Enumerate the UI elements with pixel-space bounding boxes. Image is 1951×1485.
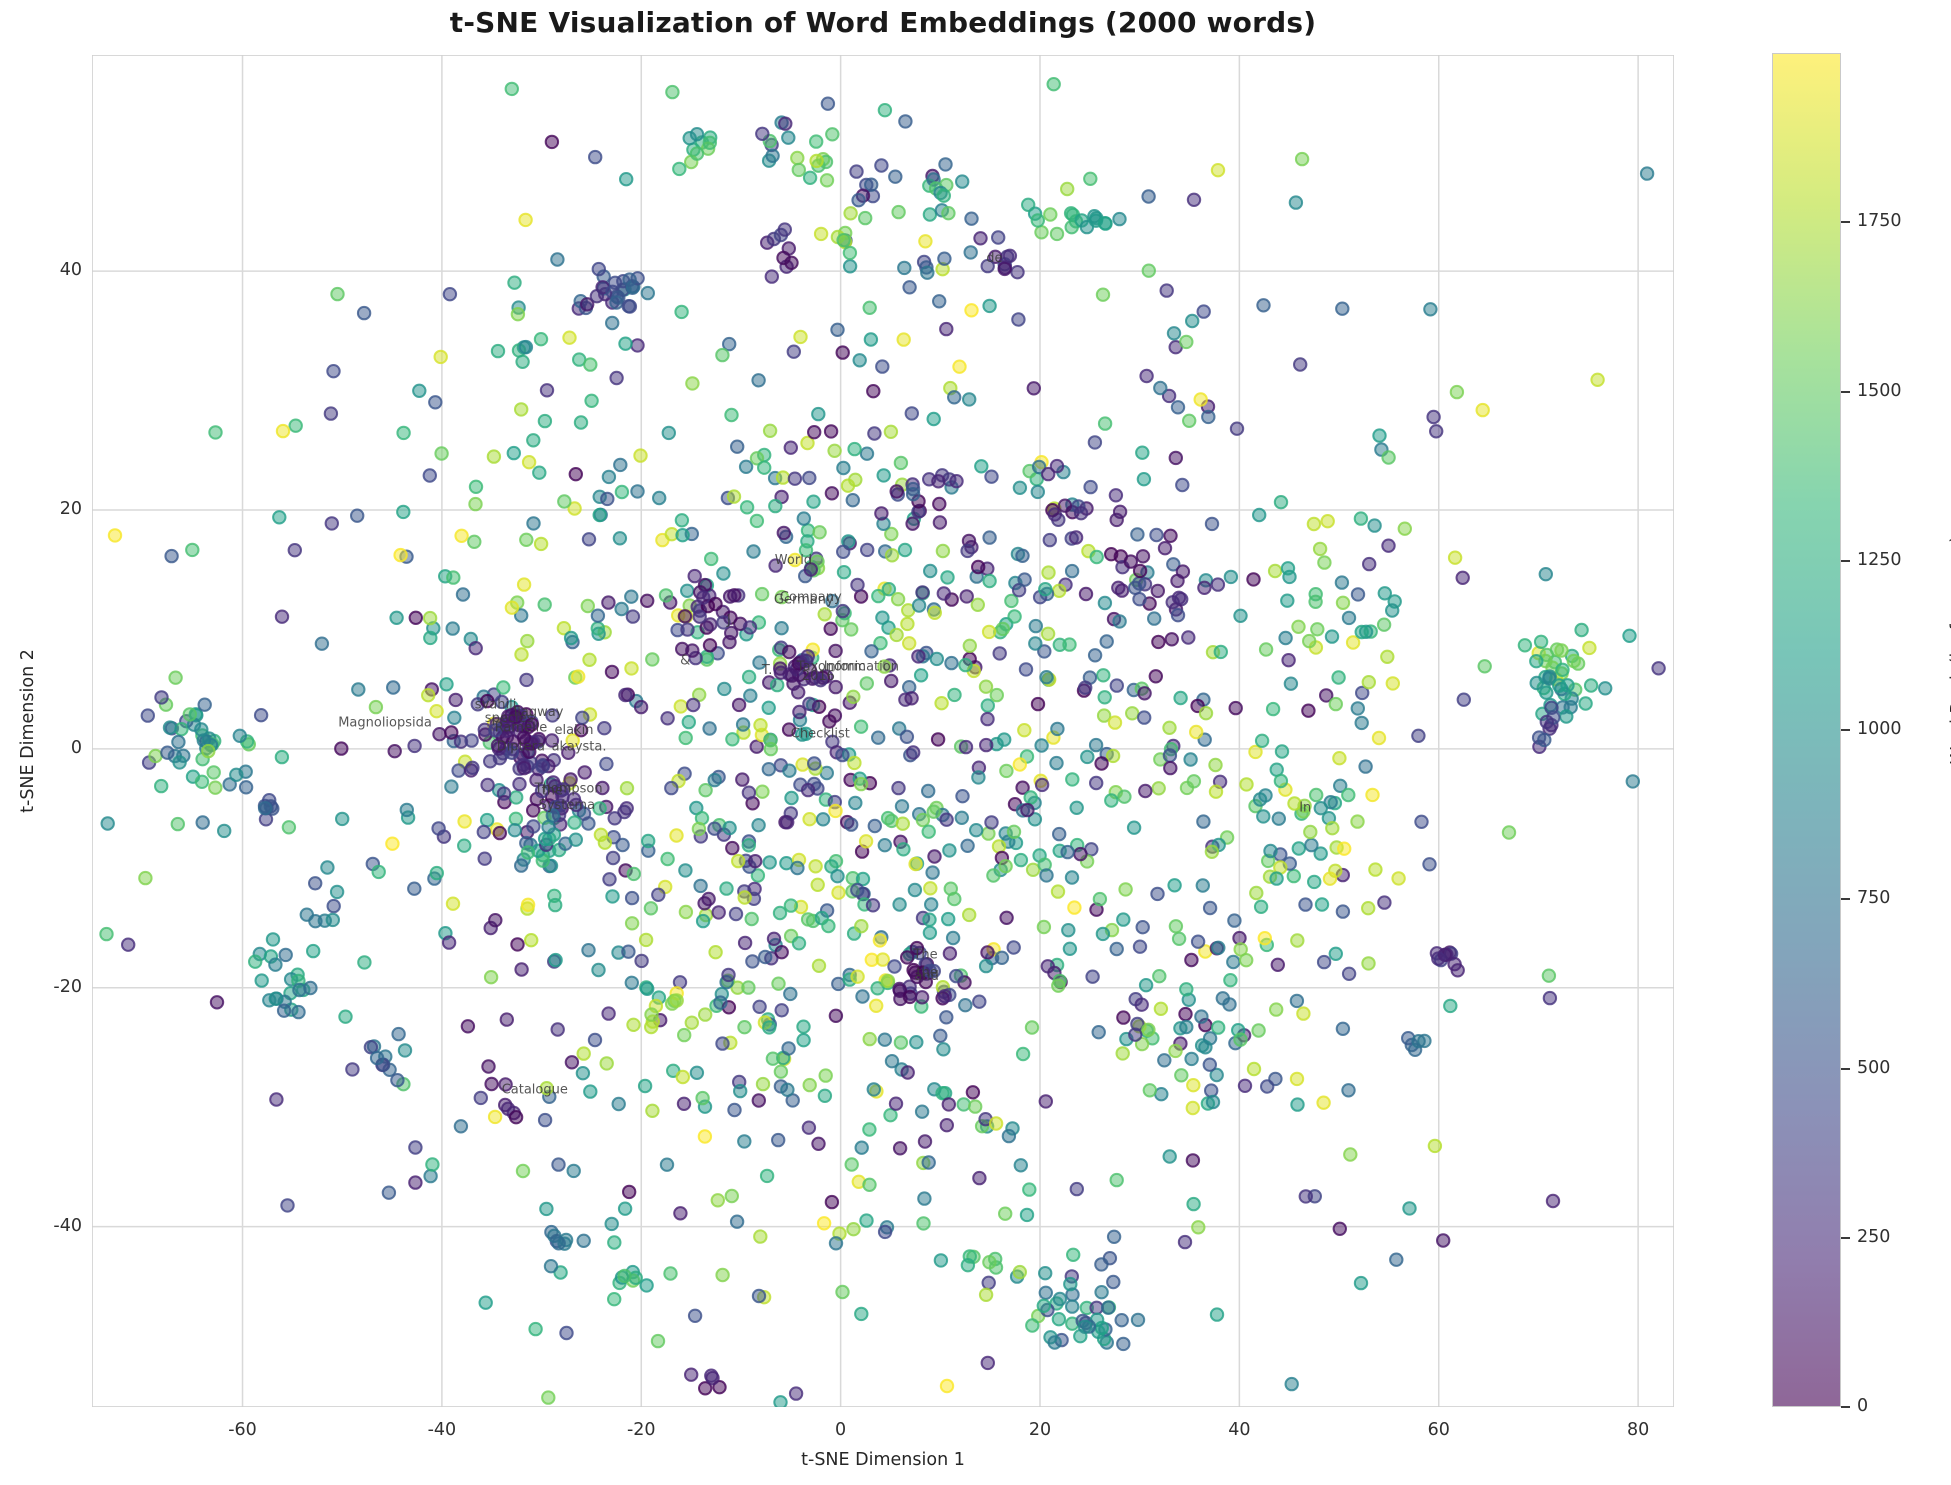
colorbar-tick-label: 500 xyxy=(1857,1057,1891,1078)
x-axis-label: t-SNE Dimension 1 xyxy=(801,1450,965,1470)
colorbar-tick-mark xyxy=(1841,559,1850,562)
scatter-points xyxy=(99,77,1666,1407)
annotation-label: svahili xyxy=(475,698,517,713)
y-tick-label: -40 xyxy=(53,1215,82,1236)
annotation-label: Information xyxy=(824,660,899,675)
plot-area: World Company Germany J. & T. Taxonomic Informa… xyxy=(92,55,1674,1407)
colorbar-tick-mark xyxy=(1841,729,1850,731)
chart-title: t-SNE Visualization of Word Embeddings (… xyxy=(449,6,1317,39)
x-tick-label: -40 xyxy=(427,1420,457,1440)
annotation-label: Checklist xyxy=(791,726,850,741)
y-tick-label: 40 xyxy=(59,260,82,281)
colorbar-tick-mark xyxy=(1841,221,1850,224)
x-tick-label: 40 xyxy=(1228,1420,1251,1440)
annotation-label: species xyxy=(485,711,534,726)
annotation-label: akaysta. xyxy=(552,740,607,755)
y-tick-label: 0 xyxy=(70,737,82,758)
annotation-label: T. xyxy=(761,663,773,678)
x-tick-label: 60 xyxy=(1427,1420,1450,1440)
colorbar xyxy=(1772,53,1841,1407)
annotation-label: Systema xyxy=(539,798,595,813)
x-tick-label: -20 xyxy=(626,1420,656,1440)
annotation-label: J. xyxy=(726,613,735,628)
annotation-label: Diptera xyxy=(497,740,545,755)
colorbar-tick-label: 1250 xyxy=(1857,549,1902,570)
gridlines xyxy=(92,55,1674,1407)
annotation-label: The xyxy=(912,947,937,962)
colorbar-tick-label: 1750 xyxy=(1857,211,1902,232)
y-tick-label: 20 xyxy=(59,499,82,520)
annotation-label: llagway xyxy=(514,705,564,720)
colorbar-tick-label: 0 xyxy=(1857,1396,1869,1416)
annotation-label: Thompson xyxy=(534,781,603,796)
annotation-label: and xyxy=(914,969,938,984)
annotation-label: de xyxy=(986,251,1002,266)
annotation-label: Catalogue xyxy=(502,1082,568,1097)
colorbar-tick-mark xyxy=(1841,1067,1850,1070)
x-tick-label: -60 xyxy=(228,1420,257,1440)
colorbar-tick-mark xyxy=(1841,390,1850,393)
colorbar-tick-mark xyxy=(1841,1406,1850,1408)
colorbar-tick-label: 250 xyxy=(1857,1226,1891,1247)
plot-border xyxy=(92,55,1674,1407)
y-axis-label: t-SNE Dimension 2 xyxy=(18,649,38,813)
colorbar-tick-label: 1500 xyxy=(1857,380,1902,401)
annotation-label: 2016 xyxy=(802,669,835,684)
colorbar-tick-label: 1000 xyxy=(1857,719,1902,739)
annotation-label: Magnoliopsida xyxy=(338,716,432,731)
colorbar-tick-mark xyxy=(1841,1236,1850,1239)
annotation-label: & xyxy=(680,654,690,669)
annotation-label: elakin xyxy=(555,723,594,738)
x-tick-label: 20 xyxy=(1028,1420,1052,1440)
annotation-label: Ramelle xyxy=(495,720,548,735)
colorbar-tick-label: 750 xyxy=(1857,888,1891,909)
annotation-label: In xyxy=(1299,800,1311,815)
annotation-label: the xyxy=(916,965,937,980)
annotation-label: Company xyxy=(780,590,842,605)
annotation-label: Germany xyxy=(774,593,834,608)
y-tick-label: -20 xyxy=(53,976,82,997)
x-tick-label: 0 xyxy=(835,1420,847,1440)
annotation-label: World xyxy=(775,553,812,568)
x-tick-label: 80 xyxy=(1626,1420,1650,1440)
annotation-label: Taxonomic xyxy=(796,660,866,675)
annotation-label: the xyxy=(542,784,563,799)
colorbar-tick-mark xyxy=(1841,898,1850,901)
